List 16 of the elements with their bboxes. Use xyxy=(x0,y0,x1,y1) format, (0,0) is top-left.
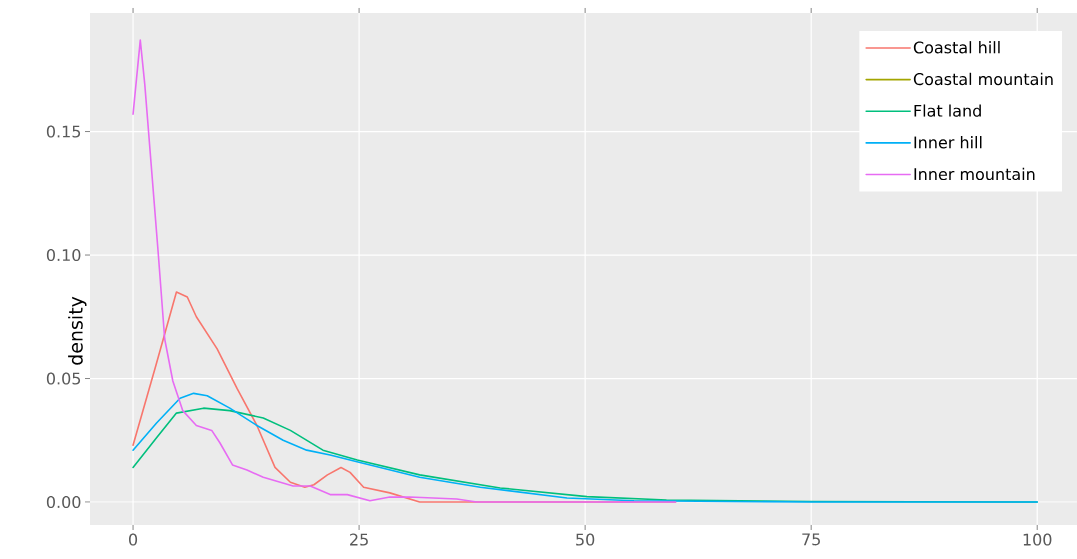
legend-label: Coastal hill xyxy=(913,41,1000,54)
y-tick-label: 0.15 xyxy=(46,125,81,138)
x-tick-label: 75 xyxy=(802,533,820,546)
legend-label: Flat land xyxy=(914,104,981,117)
y-tick-label: 0.00 xyxy=(46,495,81,509)
x-tick-label: 0 xyxy=(129,533,138,546)
legend-label: Inner hill xyxy=(914,136,982,149)
y-tick-label: 0.10 xyxy=(46,248,81,262)
y-tick-label: 0.05 xyxy=(46,372,81,385)
x-tick-label: 50 xyxy=(576,533,595,546)
legend-label: Inner mountain xyxy=(914,167,1035,181)
line-series xyxy=(132,39,677,503)
legend-label: Coastal mountain xyxy=(913,72,1053,86)
y-axis-title: density xyxy=(68,296,87,365)
x-tick-label: 25 xyxy=(350,533,368,546)
x-tick-label: 100 xyxy=(1023,533,1052,546)
